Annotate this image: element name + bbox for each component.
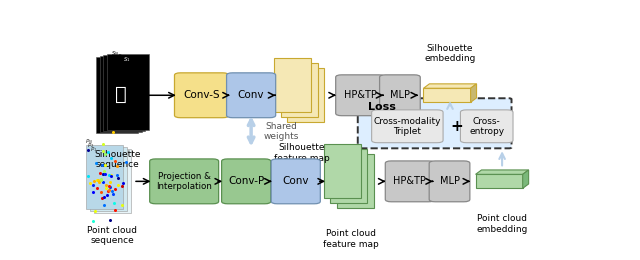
FancyBboxPatch shape bbox=[460, 110, 513, 143]
FancyBboxPatch shape bbox=[424, 88, 470, 102]
FancyBboxPatch shape bbox=[271, 159, 320, 204]
Text: Loss: Loss bbox=[367, 102, 396, 112]
Text: +: + bbox=[451, 119, 463, 134]
FancyBboxPatch shape bbox=[93, 149, 131, 213]
FancyBboxPatch shape bbox=[330, 149, 367, 203]
Text: 🚶: 🚶 bbox=[115, 85, 127, 104]
Text: Point cloud
feature map: Point cloud feature map bbox=[323, 229, 379, 249]
Text: Point cloud
sequence: Point cloud sequence bbox=[87, 226, 137, 245]
FancyBboxPatch shape bbox=[227, 73, 276, 118]
FancyBboxPatch shape bbox=[476, 174, 523, 188]
Polygon shape bbox=[523, 170, 529, 188]
Text: MLP: MLP bbox=[440, 176, 460, 186]
FancyBboxPatch shape bbox=[100, 56, 141, 132]
FancyBboxPatch shape bbox=[429, 161, 470, 202]
Text: Silhouette
embedding: Silhouette embedding bbox=[424, 44, 476, 63]
FancyBboxPatch shape bbox=[324, 144, 361, 198]
FancyBboxPatch shape bbox=[221, 159, 271, 204]
FancyBboxPatch shape bbox=[372, 110, 443, 143]
Text: $S_1$: $S_1$ bbox=[123, 55, 131, 64]
Text: $P_1$: $P_1$ bbox=[90, 145, 97, 154]
Text: Shared
weights: Shared weights bbox=[264, 122, 299, 141]
Text: HP&TP: HP&TP bbox=[394, 176, 426, 186]
Text: Silhouette
feature map: Silhouette feature map bbox=[274, 143, 330, 163]
Text: Cross-modality
Triplet: Cross-modality Triplet bbox=[374, 116, 441, 136]
FancyBboxPatch shape bbox=[103, 55, 145, 131]
FancyBboxPatch shape bbox=[96, 57, 138, 133]
Text: Conv: Conv bbox=[282, 176, 309, 186]
Text: $S_N$: $S_N$ bbox=[111, 49, 120, 58]
Text: $P_2$: $P_2$ bbox=[88, 141, 95, 150]
FancyBboxPatch shape bbox=[385, 161, 435, 202]
Polygon shape bbox=[470, 84, 477, 102]
FancyBboxPatch shape bbox=[336, 75, 385, 116]
FancyBboxPatch shape bbox=[86, 145, 123, 209]
Text: Silhouette
sequence: Silhouette sequence bbox=[94, 150, 140, 169]
FancyBboxPatch shape bbox=[287, 68, 324, 122]
FancyBboxPatch shape bbox=[106, 54, 148, 130]
Text: MLP: MLP bbox=[390, 90, 410, 100]
FancyBboxPatch shape bbox=[280, 63, 318, 117]
Text: $S_2$: $S_2$ bbox=[117, 52, 125, 61]
FancyBboxPatch shape bbox=[150, 159, 219, 204]
FancyBboxPatch shape bbox=[90, 147, 127, 211]
Text: Conv-P: Conv-P bbox=[228, 176, 264, 186]
Text: Conv-S: Conv-S bbox=[183, 90, 220, 100]
Polygon shape bbox=[424, 84, 477, 88]
FancyBboxPatch shape bbox=[274, 58, 312, 112]
FancyBboxPatch shape bbox=[175, 73, 228, 118]
Polygon shape bbox=[476, 170, 529, 174]
FancyBboxPatch shape bbox=[380, 75, 420, 116]
Text: Projection &
Interpolation: Projection & Interpolation bbox=[156, 172, 212, 191]
FancyBboxPatch shape bbox=[337, 154, 374, 208]
FancyBboxPatch shape bbox=[358, 98, 511, 148]
Text: Cross-
entropy: Cross- entropy bbox=[469, 116, 504, 136]
Text: $P_N$: $P_N$ bbox=[85, 137, 93, 146]
Text: Conv: Conv bbox=[238, 90, 264, 100]
Text: Point cloud
embedding: Point cloud embedding bbox=[476, 214, 528, 234]
Text: HP&TP: HP&TP bbox=[344, 90, 377, 100]
